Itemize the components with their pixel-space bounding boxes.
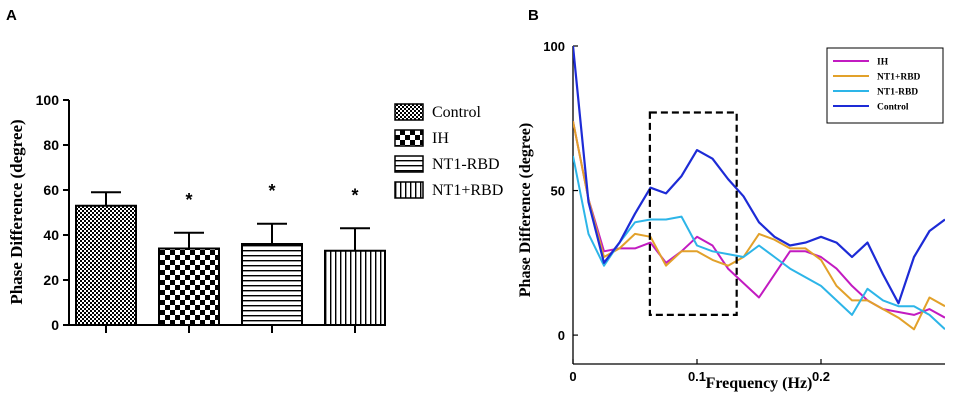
axes: 0 50 100 0 0.1 0.2 [543,39,945,384]
legend-label-ih: IH [432,130,449,147]
y-axis-label: Phase Difference (degree) [7,119,26,304]
legend-label-nt1-rbd: NT1-RBD [877,88,918,98]
y-tick-label: 20 [43,272,59,288]
bar-chart-panel: Phase Difference (degree) 0 20 40 60 80 100 *… [7,92,503,333]
legend-swatch-nt1-rbd [394,155,424,173]
legend-label-ih: IH [877,58,889,68]
bar-nt1-rbd [324,249,386,326]
y-axis-label: Phase Difference (degree) [517,123,534,297]
x-axis-label: Frequency (Hz) [706,375,813,392]
dashed-highlight-box [648,111,738,316]
series-line-control [573,45,945,305]
panel-label-b: B [528,7,539,24]
y-tick-label: 50 [551,184,565,199]
significance-marker: * [268,181,275,201]
legend: IH NT1+RBD NT1-RBD Control [826,47,944,124]
y-tick-label: 100 [36,92,60,108]
legend: Control IH NT1-RBD NT1+RBD [394,103,503,199]
y-tick-label: 0 [51,317,59,333]
legend-label-nt1-rbd: NT1+RBD [432,182,503,199]
y-tick-label: 60 [43,182,59,198]
y-tick-label: 100 [543,39,565,54]
bars: * * * [75,181,386,333]
legend-label-control: Control [432,104,481,121]
x-tick-label: 0 [569,369,576,384]
bar-ih [158,247,220,326]
series-lines [573,45,945,331]
legend-label-control: Control [877,103,909,113]
significance-marker: * [185,190,192,210]
legend-label-nt1-rbd: NT1-RBD [432,156,500,173]
bar-nt1-rbd [241,243,303,326]
x-tick-label: 0.1 [688,369,706,384]
significance-marker: * [351,185,358,205]
series-line-nt1-rbd [573,121,945,331]
legend-swatch-nt1-rbd [394,181,424,199]
y-tick-label: 80 [43,137,59,153]
legend-swatch-control [394,103,424,121]
annotation-box [648,111,738,316]
legend-swatch-ih [394,129,424,147]
x-tick-label: 0.2 [812,369,830,384]
legend-label-nt1-rbd: NT1+RBD [877,73,921,83]
line-chart-panel: Phase Difference (degree) Frequency (Hz)… [517,39,945,392]
panel-label-a: A [6,7,17,24]
y-tick-label: 0 [558,328,565,343]
bar-control [75,204,137,326]
series-line-nt1-rbd [573,155,945,331]
y-tick-label: 40 [43,227,59,243]
